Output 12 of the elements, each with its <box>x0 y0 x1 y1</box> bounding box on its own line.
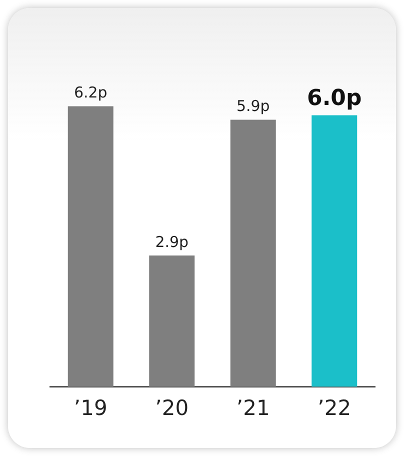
bar <box>230 120 276 387</box>
bar <box>68 106 114 387</box>
x-tick-label: ’20 <box>155 396 189 420</box>
x-tick-label: ’21 <box>236 396 270 420</box>
data-label: 5.9p <box>236 97 270 116</box>
data-label: 6.0p <box>307 86 362 111</box>
x-tick-label: ’19 <box>74 396 108 420</box>
data-label: 6.2p <box>74 84 108 102</box>
x-tick-label: ’22 <box>318 396 352 420</box>
bar <box>149 256 195 387</box>
data-label: 2.9p <box>155 232 189 251</box>
bar <box>312 115 358 387</box>
